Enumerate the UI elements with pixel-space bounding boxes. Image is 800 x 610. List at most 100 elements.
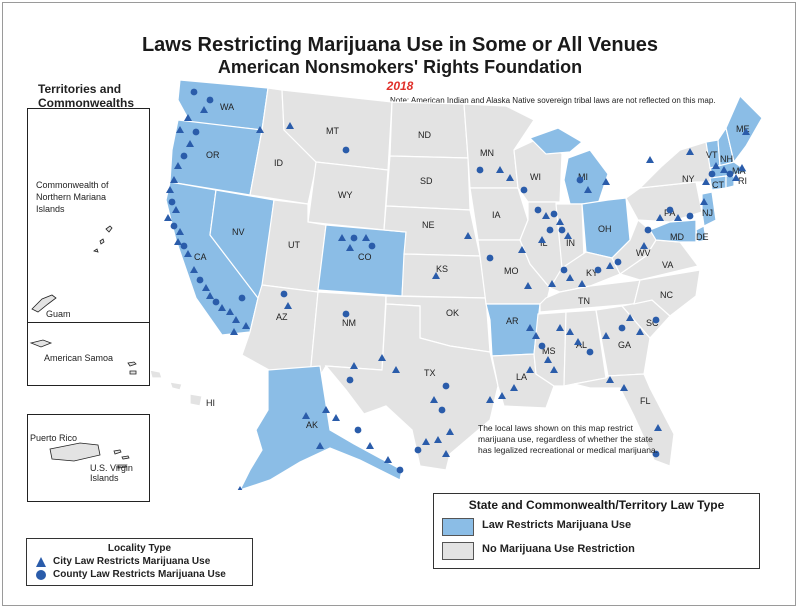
label-WY: WY	[338, 190, 353, 200]
county-marker	[726, 170, 734, 178]
city-marker	[392, 366, 400, 373]
city-marker	[256, 126, 264, 133]
label-NH: NH	[720, 154, 733, 164]
legend-city-label: City Law Restricts Marijuana Use	[53, 556, 211, 567]
american-samoa-shapes	[29, 339, 137, 375]
label-WV: WV	[636, 248, 651, 258]
city-marker	[366, 442, 374, 449]
city-marker	[556, 324, 564, 331]
label-ID: ID	[274, 158, 284, 168]
city-marker	[566, 328, 574, 335]
map-subtitle: American Nonsmokers' Rights Foundation	[217, 57, 583, 77]
city-marker	[720, 166, 728, 173]
city-marker	[176, 228, 184, 235]
city-marker	[656, 214, 664, 221]
county-marker	[520, 186, 528, 194]
city-marker	[322, 406, 330, 413]
label-MD: MD	[670, 232, 684, 242]
manua-islands	[127, 361, 137, 375]
county-marker	[666, 206, 674, 214]
city-marker	[738, 164, 746, 171]
city-marker	[422, 438, 430, 445]
state-HI	[150, 369, 203, 407]
city-marker	[510, 384, 518, 391]
cnmi-guam-inset: Commonwealth of Northern Mariana Islands…	[27, 108, 150, 324]
label-UT: UT	[288, 240, 300, 250]
county-marker	[576, 176, 584, 184]
state-labels: WA OR CA NV ID MT WY UT CO AZ NM ND SD N…	[194, 102, 750, 430]
county-marker	[346, 376, 354, 384]
city-marker	[350, 362, 358, 369]
legend-swatch-restricts	[442, 518, 474, 536]
label-CO: CO	[358, 252, 372, 262]
label-CA: CA	[194, 252, 207, 262]
label-LA: LA	[516, 372, 527, 382]
city-marker	[602, 178, 610, 185]
city-marker	[378, 354, 386, 361]
city-marker	[732, 174, 740, 181]
locality-legend: Locality Type City Law Restricts Marijua…	[26, 538, 253, 586]
state-TX	[324, 303, 499, 471]
county-marker	[212, 298, 220, 306]
city-marker	[702, 178, 710, 185]
american-samoa-label: American Samoa	[44, 353, 114, 363]
city-marker	[742, 128, 750, 135]
city-marker	[602, 332, 610, 339]
city-marker	[640, 242, 648, 249]
label-WA: WA	[220, 102, 234, 112]
city-marker	[518, 246, 526, 253]
county-marker	[550, 210, 558, 218]
city-marker	[184, 114, 192, 121]
state-TN	[539, 279, 641, 313]
state-DE	[695, 225, 707, 243]
label-CT: CT	[712, 180, 724, 190]
cnmi-label-line3: Islands	[36, 204, 65, 214]
cnmi-label-line1: Commonwealth of	[36, 180, 109, 190]
label-MO: MO	[504, 266, 519, 276]
city-marker	[542, 212, 550, 219]
legend-county-label: County Law Restricts Marijuana Use	[53, 569, 226, 580]
city-marker	[712, 162, 720, 169]
county-marker	[618, 324, 626, 332]
city-triangle-shape	[36, 557, 46, 567]
label-VT: VT	[706, 150, 718, 160]
city-marker	[464, 232, 472, 239]
label-HI: HI	[206, 398, 215, 408]
city-marker	[184, 250, 192, 257]
city-marker	[384, 456, 392, 463]
state-MD	[649, 219, 697, 243]
city-marker	[496, 166, 504, 173]
label-SC: SC	[646, 318, 659, 328]
city-marker	[230, 328, 238, 335]
map-title: Laws Restricting Marijuana Use in Some o…	[141, 34, 659, 56]
city-marker	[532, 332, 540, 339]
city-marker	[176, 126, 184, 133]
county-marker	[180, 242, 188, 250]
pr-usvi-inset: Puerto Rico U.S. Virgin Islands	[27, 414, 150, 502]
city-marker	[446, 428, 454, 435]
city-marker	[172, 206, 180, 213]
county-marker	[192, 128, 200, 136]
county-marker	[686, 212, 694, 220]
city-marker	[432, 272, 440, 279]
county-marker	[560, 266, 568, 274]
county-marker	[438, 406, 446, 414]
label-MT: MT	[326, 126, 339, 136]
label-IA: IA	[492, 210, 501, 220]
tribal-note: Note: American Indian and Alaska Native …	[390, 96, 716, 105]
county-circle-icon	[36, 570, 46, 580]
state-law-legend: State and Commonwealth/Territory Law Typ…	[433, 493, 760, 569]
city-marker	[674, 214, 682, 221]
county-marker	[280, 290, 288, 298]
state-RI	[725, 175, 735, 189]
label-FL: FL	[640, 396, 651, 406]
county-marker	[196, 276, 204, 284]
usvi-islands	[113, 449, 130, 469]
county-marker	[486, 254, 494, 262]
city-marker	[498, 392, 506, 399]
label-NC: NC	[660, 290, 673, 300]
state-law-legend-title: State and Commonwealth/Territory Law Typ…	[468, 498, 725, 512]
city-marker	[286, 122, 294, 129]
county-marker	[652, 316, 660, 324]
